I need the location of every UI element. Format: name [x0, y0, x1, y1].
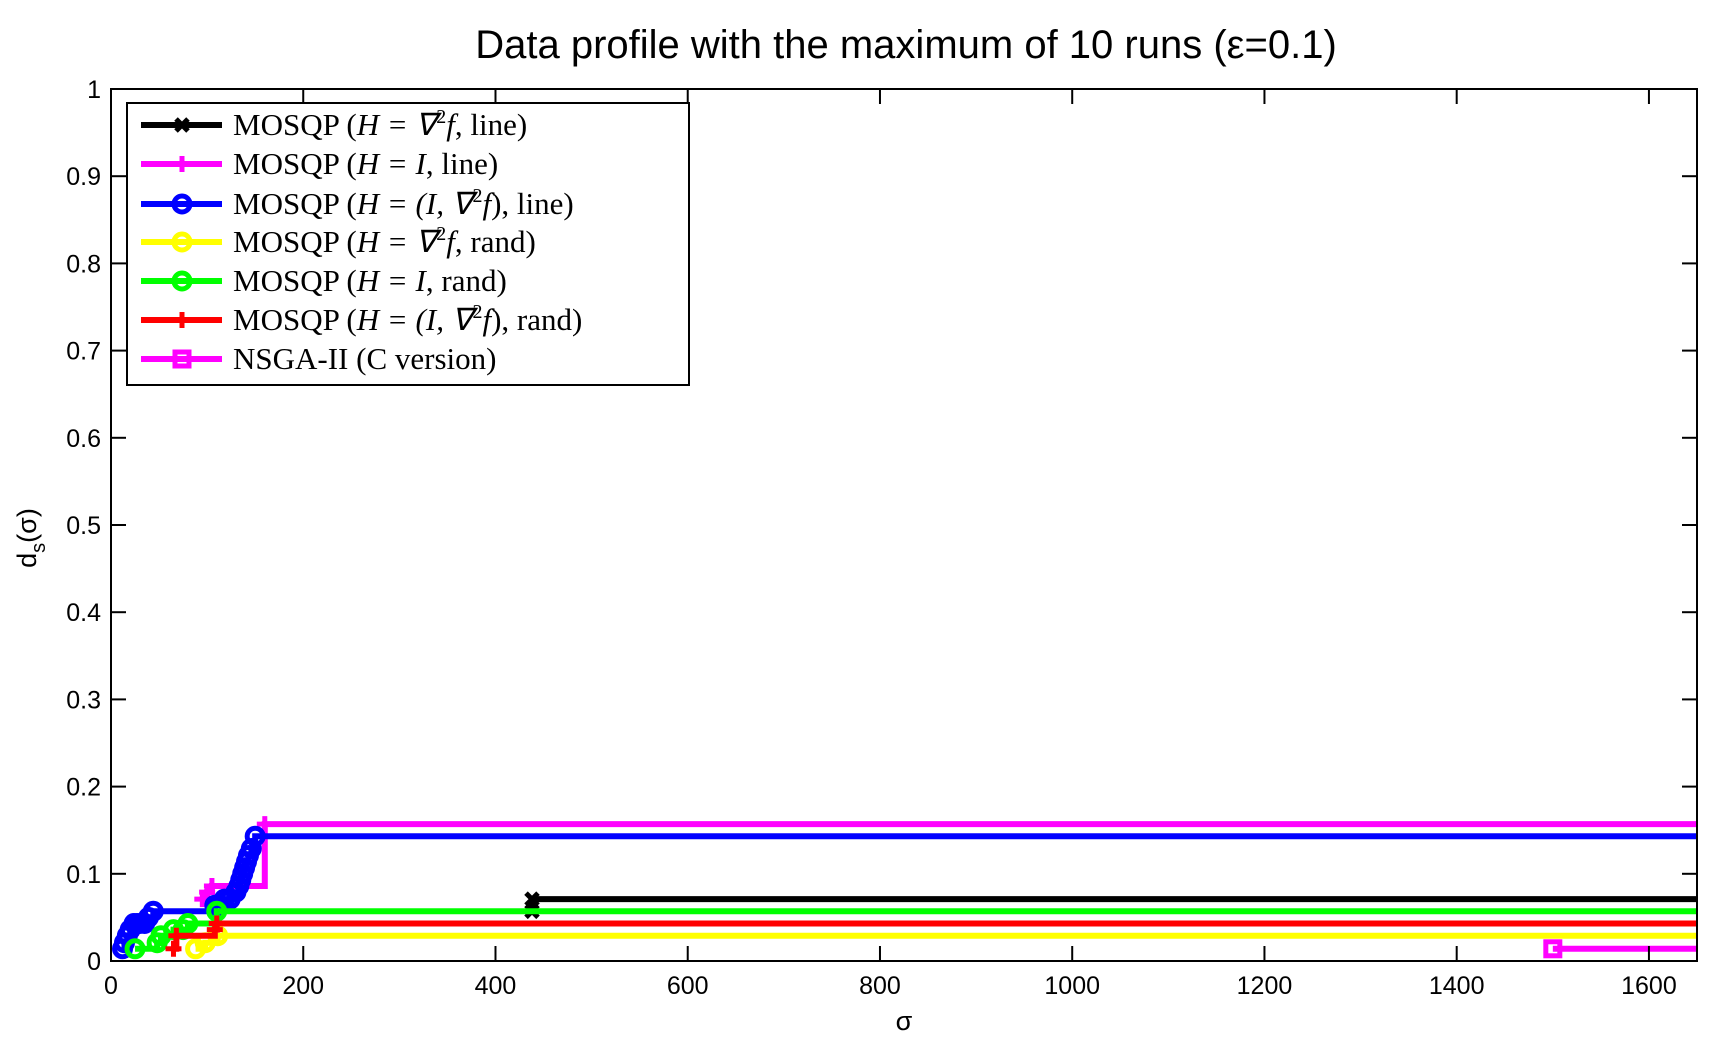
legend-label-tail: , rand)	[426, 263, 507, 298]
legend-label-prefix: MOSQP (	[233, 107, 357, 142]
legend-label-prefix: MOSQP (	[233, 146, 357, 181]
x-tick-label: 400	[475, 972, 517, 1000]
series-2-marker	[203, 878, 220, 895]
legend-swatch-marker	[174, 312, 190, 328]
x-tick-label: 200	[282, 972, 324, 1000]
y-tick-label: 0.1	[66, 861, 101, 889]
y-tick-label: 0.7	[66, 338, 101, 366]
x-tick-label: 0	[104, 972, 118, 1000]
y-axis-label-argument: (σ)	[12, 508, 42, 543]
legend-label-tail: , rand)	[455, 224, 536, 259]
legend-label-superscript: 2	[436, 106, 446, 128]
legend-label: MOSQP (H = I, rand)	[233, 263, 507, 298]
series-3-marker	[142, 900, 164, 922]
legend-label: MOSQP (H = I, line)	[233, 146, 498, 181]
legend-label-prefix: MOSQP (	[233, 263, 357, 298]
x-tick-label: 1000	[1044, 972, 1100, 1000]
y-tick-label: 0.5	[66, 512, 101, 540]
legend-label: MOSQP (H = (I, ∇2f), line)	[233, 185, 574, 221]
y-tick-label: 0	[87, 948, 101, 976]
legend-label: MOSQP (H = ∇2f, line)	[233, 106, 527, 142]
x-tick-label: 600	[667, 972, 709, 1000]
series-2	[194, 816, 1697, 908]
legend-entry-1: MOSQP (H = ∇2f, line)	[141, 106, 527, 142]
series-5	[124, 900, 1697, 960]
series-5-line	[135, 908, 1697, 952]
legend-label: MOSQP (H = ∇2f, rand)	[233, 223, 536, 259]
legend-label-tail: ), line)	[491, 186, 574, 221]
series-4-line	[195, 932, 1697, 952]
y-tick-label: 0.6	[66, 425, 101, 453]
x-tick-label: 1200	[1237, 972, 1293, 1000]
series-6-marker	[165, 940, 182, 957]
y-tick-label: 1	[87, 76, 101, 104]
legend-label-tail: ), rand)	[491, 302, 582, 337]
axis-labels: σ ds(σ)	[12, 508, 913, 1036]
legend-entry-7: NSGA-II (C version)	[141, 341, 496, 376]
legend-label-math: H = I	[356, 263, 428, 298]
x-tick-label: 800	[859, 972, 901, 1000]
y-tick-label: 0.3	[66, 686, 101, 714]
legend-entry-4: MOSQP (H = ∇2f, rand)	[141, 223, 536, 259]
plot-area: 0 200 400 600 800 1000 1200 1400 1600 0 0.1 0.2 0.3 0…	[66, 76, 1698, 1000]
legend-label-math: H = ∇	[356, 224, 443, 259]
legend-label-math: H = (I, ∇	[356, 302, 479, 337]
legend-label-superscript: 2	[472, 185, 482, 207]
y-axis-label-subscript: s	[28, 543, 50, 553]
legend-entry-6: MOSQP (H = (I, ∇2f), rand)	[141, 301, 582, 337]
y-axis-label-main: d	[12, 553, 42, 568]
legend-entry-2: MOSQP (H = I, line)	[141, 146, 498, 181]
legend-label: MOSQP (H = (I, ∇2f), rand)	[233, 301, 582, 337]
legend-label: NSGA-II (C version)	[233, 341, 496, 376]
legend-label-math: H = (I, ∇	[356, 186, 479, 221]
series-4	[185, 925, 1697, 960]
series-7-marker	[1543, 939, 1563, 959]
legend-entry-3: MOSQP (H = (I, ∇2f), line)	[141, 185, 574, 221]
y-tick-label: 0.8	[66, 250, 101, 278]
legend-swatch-marker	[171, 193, 193, 215]
x-tick-label: 1400	[1429, 972, 1485, 1000]
legend-label-tail: , line)	[426, 146, 498, 181]
legend-entry-5: MOSQP (H = I, rand)	[141, 263, 507, 298]
legend-label-prefix: MOSQP (	[233, 186, 357, 221]
legend-label-math: H = ∇	[356, 107, 443, 142]
legend-swatch-marker	[172, 349, 192, 369]
series-6-marker	[168, 927, 185, 944]
series-6-marker	[208, 915, 225, 932]
legend-label-superscript: 2	[436, 223, 446, 245]
chart-title: Data profile with the maximum of 10 runs…	[475, 23, 1337, 67]
legend-label-superscript: 2	[472, 301, 482, 323]
legend-swatch-marker	[171, 270, 193, 292]
series-2-marker	[256, 816, 273, 833]
y-tick-label: 0.2	[66, 774, 101, 802]
legend-swatch-marker	[171, 231, 193, 253]
y-tick-label: 0.9	[66, 163, 101, 191]
series-3-line	[121, 833, 1697, 952]
y-tick-label: 0.4	[66, 599, 101, 627]
series-5-marker	[177, 913, 199, 935]
series-1-marker	[524, 891, 540, 907]
legend-swatch-marker	[174, 117, 190, 133]
x-axis-label: σ	[896, 1006, 913, 1036]
series-6	[165, 915, 1697, 957]
legend: MOSQP (H = ∇2f, line)MOSQP (H = I, line)…	[126, 102, 690, 386]
series-3-marker	[244, 825, 266, 847]
series-3	[112, 825, 1697, 960]
legend-label-math: H = I	[356, 146, 428, 181]
legend-label-prefix: MOSQP (	[233, 302, 357, 337]
series-7	[1543, 939, 1697, 959]
x-tick-label: 1600	[1621, 972, 1677, 1000]
legend-label-tail: , line)	[455, 107, 527, 142]
legend-swatch-marker	[174, 156, 190, 172]
series-5-marker	[124, 938, 146, 960]
y-axis-label: ds(σ)	[12, 508, 50, 568]
legend-label-prefix: NSGA-II (C version)	[233, 341, 496, 376]
legend-label-prefix: MOSQP (	[233, 224, 357, 259]
